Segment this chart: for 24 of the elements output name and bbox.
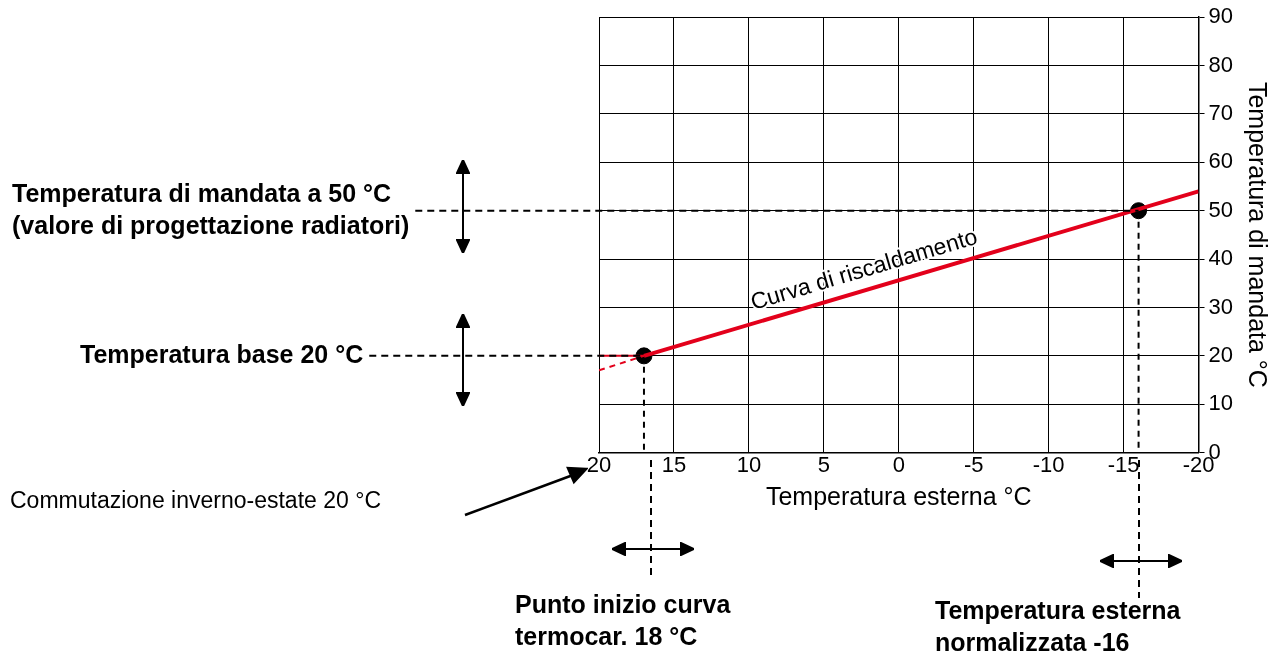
text: Temperatura esterna normalizzata -16	[935, 595, 1182, 656]
y-tick-label: 20	[1208, 341, 1234, 367]
annotation: Temperatura di mandata a 50 °C (valore di progettazione radiatori)	[12, 178, 410, 239]
y-tick-label: 50	[1208, 196, 1234, 222]
x-tick-label: 15	[661, 451, 687, 477]
y-axis-title: Temperatura di mandata °C	[1244, 81, 1273, 388]
y-tick-label: 10	[1208, 390, 1234, 416]
x-tick-label: -15	[1107, 451, 1140, 477]
x-tick-label: -5	[963, 451, 984, 477]
x-tick-label: 20	[586, 451, 612, 477]
text: Punto inizio curva termocar. 18 °C	[515, 589, 732, 650]
x-tick-label: -10	[1032, 451, 1065, 477]
x-tick-label: 5	[817, 451, 830, 477]
x-tick-label: 10	[736, 451, 762, 477]
y-tick-label: 90	[1208, 3, 1234, 29]
y-tick-label: 80	[1208, 51, 1234, 77]
text: Commutazione inverno-estate 20 °C	[10, 487, 381, 514]
annotation: Temperatura base 20 °C	[80, 339, 364, 368]
y-tick-label: 40	[1208, 245, 1234, 271]
x-axis-title: Temperatura esterna °C	[765, 481, 1032, 510]
y-tick-label: 60	[1208, 148, 1234, 174]
x-tick-label: 0	[892, 451, 905, 477]
y-tick-label: 30	[1208, 293, 1234, 319]
y-tick-label: 70	[1208, 100, 1234, 126]
